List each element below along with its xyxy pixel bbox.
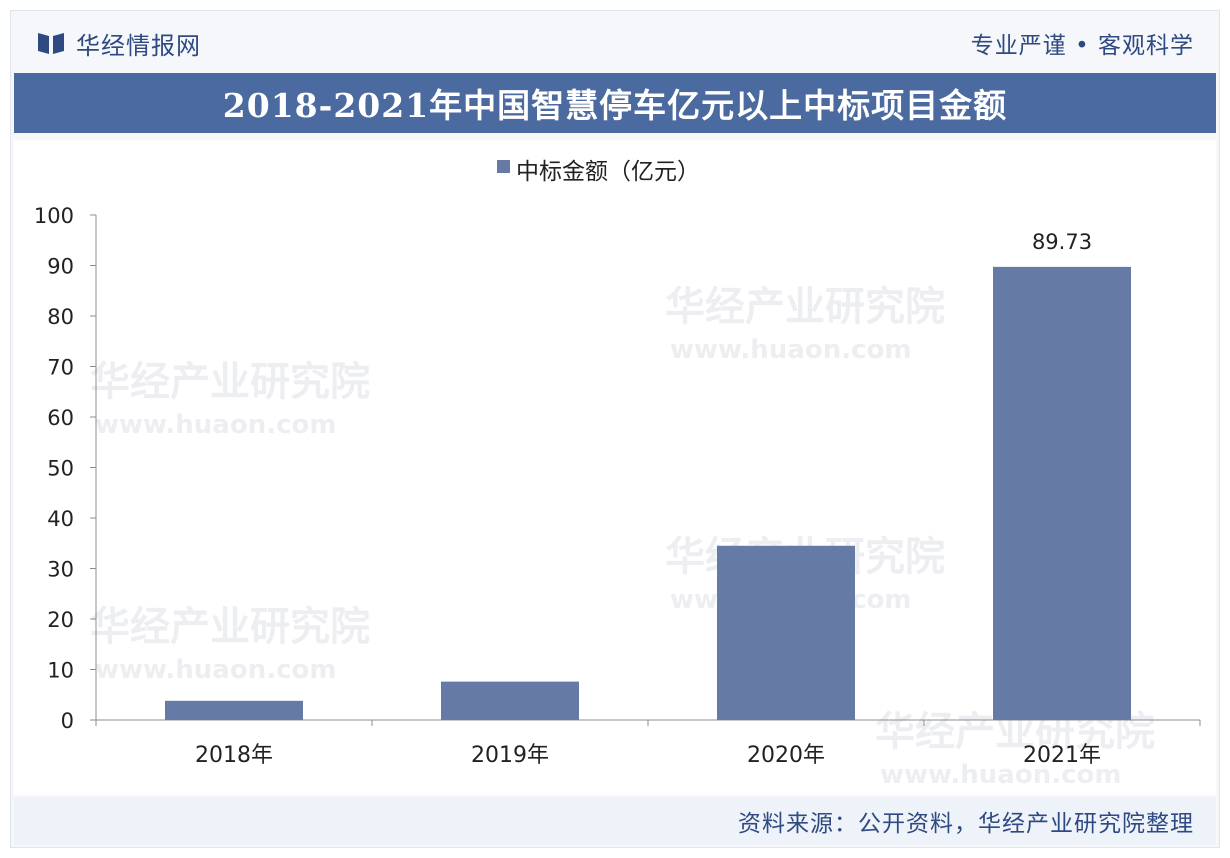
watermark-url: www.huaon.com: [95, 410, 336, 440]
legend-swatch: [497, 160, 510, 173]
brand-name: 华经情报网: [76, 31, 201, 60]
x-tick-label: 2021年: [1023, 743, 1101, 768]
data-labels: 2018年 2019年 2020年 2021年 89.73: [195, 230, 1101, 768]
bar-2020年: [717, 545, 855, 720]
y-tick-label: 40: [47, 507, 74, 531]
y-tick-label: 10: [47, 659, 74, 683]
watermark-url: www.huaon.com: [670, 335, 911, 365]
watermark-text: 华经产业研究院: [90, 359, 370, 405]
brand-logo-icon: [38, 33, 64, 54]
y-tick-label: 20: [47, 608, 74, 632]
y-tick-label: 100: [34, 204, 74, 228]
watermark-url: www.huaon.com: [880, 760, 1121, 790]
y-tick-label: 70: [47, 356, 74, 380]
bar-2021年: [993, 266, 1131, 720]
y-tick-label: 0: [61, 709, 74, 733]
header: 华经情报网 专业严谨 • 客观科学: [14, 14, 1216, 72]
y-tick-label: 90: [47, 255, 74, 279]
x-tick-label: 2018年: [195, 743, 273, 768]
bars: [165, 266, 1131, 720]
y-tick-label: 30: [47, 558, 74, 582]
title-bar: 2018-2021年中国智慧停车亿元以上中标项目金额: [14, 73, 1216, 133]
legend-label: 中标金额（亿元）: [516, 159, 700, 185]
x-tick-label: 2019年: [471, 743, 549, 768]
slogan: 专业严谨 • 客观科学: [970, 33, 1194, 59]
watermark-text: 华经产业研究院: [665, 284, 945, 330]
legend: 中标金额（亿元）: [497, 159, 700, 185]
y-tick-label: 80: [47, 305, 74, 329]
x-tick-label: 2020年: [747, 743, 825, 768]
y-tick-label: 60: [47, 406, 74, 430]
footer: 资料来源：公开资料，华经产业研究院整理: [14, 797, 1216, 845]
brand: 华经情报网: [36, 26, 201, 61]
data-label: 89.73: [1032, 230, 1092, 254]
watermarks: 华经产业研究院 www.huaon.com 华经产业研究院 www.huaon.com…: [90, 284, 1155, 790]
bar-2018年: [165, 700, 303, 720]
y-tick-label: 50: [47, 457, 74, 481]
chart-title: 2018-2021年中国智慧停车亿元以上中标项目金额: [222, 86, 1008, 125]
watermark-url: www.huaon.com: [95, 655, 336, 685]
watermark-text: 华经产业研究院: [90, 604, 370, 650]
source-note: 资料来源：公开资料，华经产业研究院整理: [738, 811, 1194, 837]
bar-2019年: [441, 681, 579, 720]
